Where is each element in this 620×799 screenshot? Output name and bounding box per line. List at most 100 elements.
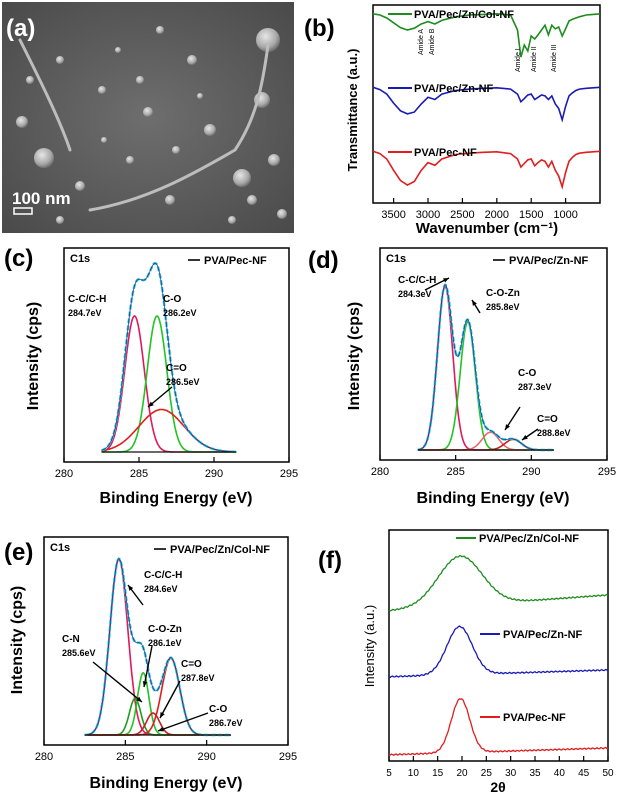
y-axis-label-d: Intensity (cps): [346, 302, 363, 410]
x-axis-label-c: Binding Energy (eV): [100, 490, 253, 507]
peak-value: 286.7eV: [209, 718, 243, 728]
legend-label: PVA/Pec/Zn/Col-NF: [479, 533, 579, 545]
series-line-2: [388, 625, 609, 679]
x-tick-label: 295: [598, 466, 616, 478]
legend-label: PVA/Pec/Zn-NF: [503, 629, 583, 641]
x-axis-label-b: Wavenumber (cm⁻¹): [416, 220, 558, 237]
x-axis-label-d: Binding Energy (eV): [417, 490, 570, 507]
peak-value: 288.8eV: [537, 428, 571, 438]
plot-frame-d: [379, 247, 608, 461]
x-tick-label: 2500: [450, 209, 474, 221]
peak-name: C=O: [537, 414, 558, 425]
sem-particle: [187, 55, 197, 65]
panel-e: (e) C1s PVA/Pec/Zn/Col-NF C-C/C-H 284.6eV C-…: [4, 536, 297, 792]
peak-value: 285.8eV: [486, 302, 520, 312]
peak-name: C-C/C-H: [398, 275, 436, 286]
sem-particle: [143, 107, 153, 117]
plot-area-e: C1s PVA/Pec/Zn/Col-NF C-C/C-H 284.6eV C-N 285…: [35, 542, 297, 763]
x-tick-label: 290: [522, 466, 540, 478]
sem-particle: [277, 209, 287, 219]
corner-label: C1s: [70, 253, 90, 265]
y-axis-label-e: Intensity (cps): [9, 586, 26, 694]
x-tick-label: 10: [408, 768, 420, 779]
peak-value: 284.6eV: [144, 584, 178, 594]
panel-d: (d) C1s PVA/Pec/Zn-NF C-C/C-H 284.3eV C-O-Zn…: [308, 247, 616, 507]
series-line-1: [372, 12, 601, 58]
legend-label: PVA/Pec/Zn-NF: [414, 83, 494, 95]
legend-label: PVA/Pec-NF: [414, 147, 477, 159]
x-tick-label: 285: [116, 751, 134, 763]
x-tick-label: 25: [481, 768, 493, 779]
panel-label-f: (f): [318, 547, 342, 574]
x-axis-label-f: 2θ: [490, 779, 505, 795]
plot-frame-c: [63, 247, 290, 463]
panel-label-c: (c): [4, 245, 33, 272]
sem-particle: [126, 156, 134, 164]
x-axis-label-e: Binding Energy (eV): [90, 775, 243, 792]
arrow-head: [160, 712, 165, 718]
measured-spectrum: [417, 284, 554, 451]
arrow-head: [158, 726, 164, 732]
peak-name: C-N: [62, 634, 80, 645]
plot-area-c: C1s PVA/Pec-NF C-C/C-H 284.7eV C-O 286.2eV C=O…: [55, 253, 298, 480]
peak-name: C=O: [166, 363, 187, 374]
legend-label: PVA/Pec/Zn-NF: [509, 255, 589, 267]
arrow-head: [443, 278, 449, 283]
peak-value: 286.1eV: [148, 638, 182, 648]
sem-particle: [101, 137, 107, 143]
plot-area-b: PVA/Pec/Zn/Col-NF PVA/Pec/Zn-NF PVA/Pec-NF…: [372, 9, 601, 221]
y-axis-label-f: Intensity (a.u.): [362, 605, 377, 687]
corner-label: C1s: [386, 253, 406, 265]
annotation: Amide I: [515, 48, 522, 72]
arrow-head: [505, 424, 510, 430]
arrow-line: [157, 712, 209, 732]
sem-particle: [56, 56, 64, 64]
x-tick-label: 295: [279, 751, 297, 763]
sem-nanofiber: [18, 38, 270, 212]
sem-particle: [156, 26, 164, 34]
peak-name: C-O: [163, 294, 182, 305]
envelope-fit: [101, 262, 236, 453]
sem-particle: [98, 86, 106, 94]
panel-b: (b) PVA/Pec/Zn/Col-NFPVA/Pec/Zn-NFPVA/Pe…: [304, 4, 601, 237]
legend-label: PVA/Pec/Zn/Col-NF: [170, 544, 270, 556]
x-tick-label: 3500: [381, 209, 405, 221]
sem-particle: [165, 195, 175, 205]
x-tick-label: 1000: [553, 209, 577, 221]
plot-area-d: C1s PVA/Pec/Zn-NF C-C/C-H 284.3eV C-O-Zn 285.…: [371, 253, 616, 478]
plot-area-f: PVA/Pec/Zn/Col-NF PVA/Pec/Zn-NF PVA/Pec-NF…: [386, 533, 614, 779]
arrow-head: [522, 434, 528, 440]
x-tick-label: 280: [371, 466, 389, 478]
x-tick-label: 40: [554, 768, 566, 779]
x-tick-label: 285: [446, 466, 464, 478]
sem-particle: [204, 124, 216, 136]
sem-particle: [247, 195, 257, 205]
peak-name: C-C/C-H: [144, 570, 182, 581]
peak-name: C-O: [518, 368, 537, 379]
arrow-head: [142, 681, 148, 687]
x-tick-label: 15: [432, 768, 444, 779]
annotation: Amide A: [418, 29, 425, 55]
peak-value: 287.3eV: [518, 382, 552, 392]
plot-frame-f: [388, 529, 609, 762]
x-tick-label: 280: [55, 468, 73, 480]
x-tick-label: 290: [205, 468, 223, 480]
arrow-head: [136, 696, 142, 702]
x-tick-label: 20: [456, 768, 468, 779]
sem-particle: [233, 169, 251, 187]
legend-label: PVA/Pec-NF: [204, 255, 267, 267]
sem-particle: [115, 47, 121, 53]
peak-name: C=O: [181, 659, 202, 670]
arrow-head: [148, 401, 154, 407]
arrow-line: [159, 680, 181, 719]
annotation: Amide II: [531, 46, 538, 72]
peak-value: 286.5eV: [166, 377, 200, 387]
annotation: Amide III: [551, 44, 558, 72]
panel-a: (a) 100 nm: [2, 2, 294, 233]
sem-particle: [197, 93, 203, 99]
sem-particle: [56, 216, 64, 224]
series-line-2: [372, 86, 601, 123]
x-tick-label: 290: [197, 751, 215, 763]
sem-particle: [228, 216, 236, 224]
arrow-line: [92, 661, 143, 703]
